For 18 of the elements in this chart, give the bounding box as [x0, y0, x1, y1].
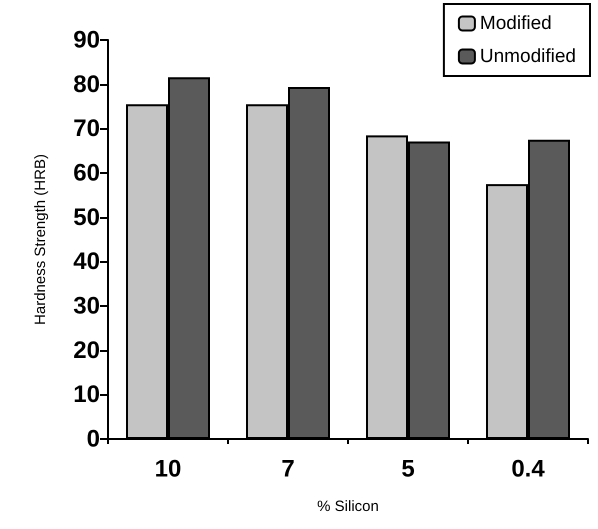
- y-tick-label: 10: [73, 381, 100, 408]
- y-axis-title: Hardness Strength (HRB): [32, 154, 49, 325]
- y-tick-label: 20: [73, 336, 100, 364]
- x-tick-label: 0.4: [511, 456, 546, 482]
- y-tick-label: 90: [73, 26, 100, 54]
- x-axis-title: % Silicon: [317, 498, 379, 515]
- legend-label: Unmodified: [480, 46, 576, 67]
- y-tick-label: 60: [73, 160, 100, 186]
- legend-label: Modified: [480, 13, 552, 34]
- y-tick-label: 80: [73, 70, 100, 98]
- x-tick-label: 7: [281, 456, 295, 482]
- y-tick-label: 40: [73, 248, 100, 276]
- y-tick-label: 30: [73, 292, 100, 320]
- y-tick-label: 50: [73, 204, 100, 231]
- y-tick-label: 0: [86, 426, 100, 452]
- y-tick-label: 70: [73, 115, 100, 142]
- x-tick-label: 5: [401, 456, 415, 482]
- x-tick-label: 10: [154, 456, 182, 482]
